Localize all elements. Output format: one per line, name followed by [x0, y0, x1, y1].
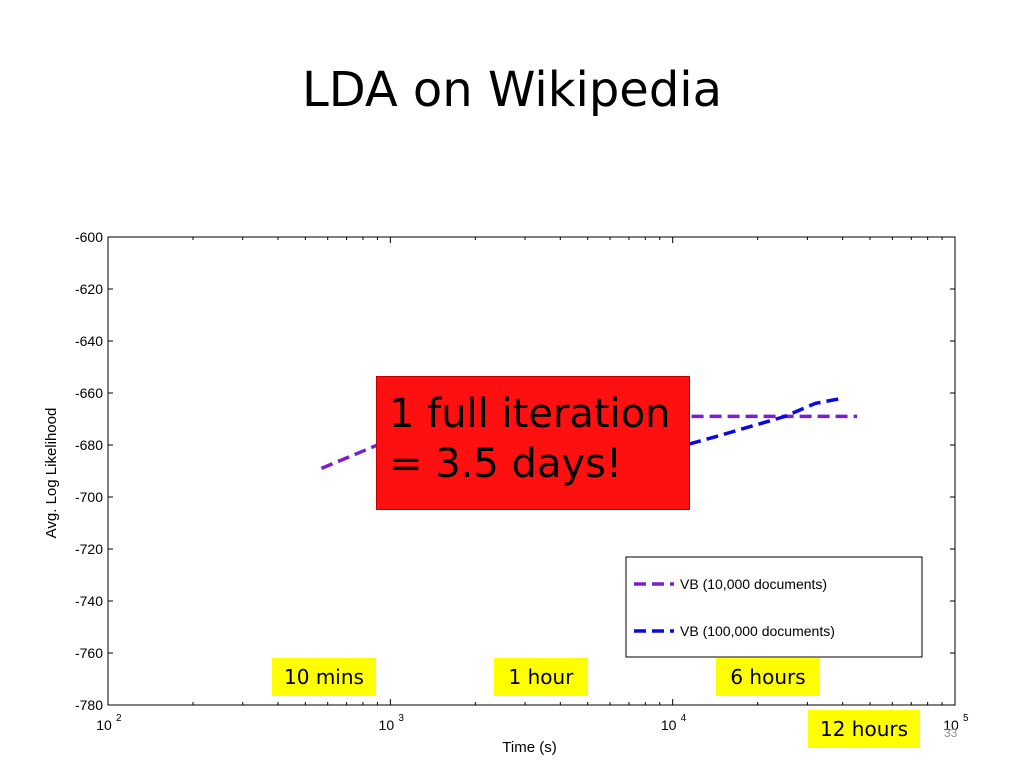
callout-line-1: 1 full iteration — [389, 391, 671, 437]
y-tick-label: -680 — [75, 437, 103, 453]
y-tick-label: -760 — [75, 645, 103, 661]
time-tag-6-hours: 6 hours — [716, 658, 820, 696]
chart-legend: VB (10,000 documents) VB (100,000 documen… — [625, 556, 923, 658]
x-tick-exponent: 3 — [398, 713, 404, 724]
y-axis-label: Avg. Log Likelihood — [43, 408, 60, 539]
y-tick-label: -700 — [75, 489, 103, 505]
x-tick-label: 10 — [96, 717, 112, 733]
x-tick-exponent: 2 — [116, 713, 122, 724]
x-axis-label: Time (s) — [502, 739, 556, 756]
x-tick-label: 10 — [661, 717, 677, 733]
callout-line-2: = 3.5 days! — [389, 441, 623, 487]
y-tick-label: -600 — [75, 229, 103, 245]
time-tag-1-hour: 1 hour — [494, 658, 588, 696]
legend-box — [625, 556, 923, 658]
page-number: 33 — [944, 726, 958, 740]
y-tick-label: -640 — [75, 333, 103, 349]
chart-axes: -600 -620 -640 -660 -680 -700 -720 -740 -760 -780… — [43, 229, 969, 756]
slide-title: LDA on Wikipedia — [301, 62, 723, 118]
x-tick-exponent: 4 — [681, 713, 687, 724]
legend-entry-1: VB (10,000 documents) — [680, 576, 827, 592]
x-tick-exponent: 5 — [963, 713, 969, 724]
x-tick-label: 10 — [379, 717, 395, 733]
plot-frame — [107, 236, 956, 706]
time-tag-12-hours: 12 hours — [808, 710, 920, 748]
y-tick-label: -780 — [75, 697, 103, 713]
time-tag-10-mins: 10 mins — [272, 658, 376, 696]
legend-entry-2: VB (100,000 documents) — [680, 623, 835, 639]
x-tick-label: 10 — [943, 717, 959, 733]
y-tick-label: -740 — [75, 593, 103, 609]
y-tick-label: -620 — [75, 281, 103, 297]
y-tick-label: -720 — [75, 541, 103, 557]
y-tick-label: -660 — [75, 385, 103, 401]
iteration-callout: 1 full iteration = 3.5 days! — [376, 376, 690, 510]
